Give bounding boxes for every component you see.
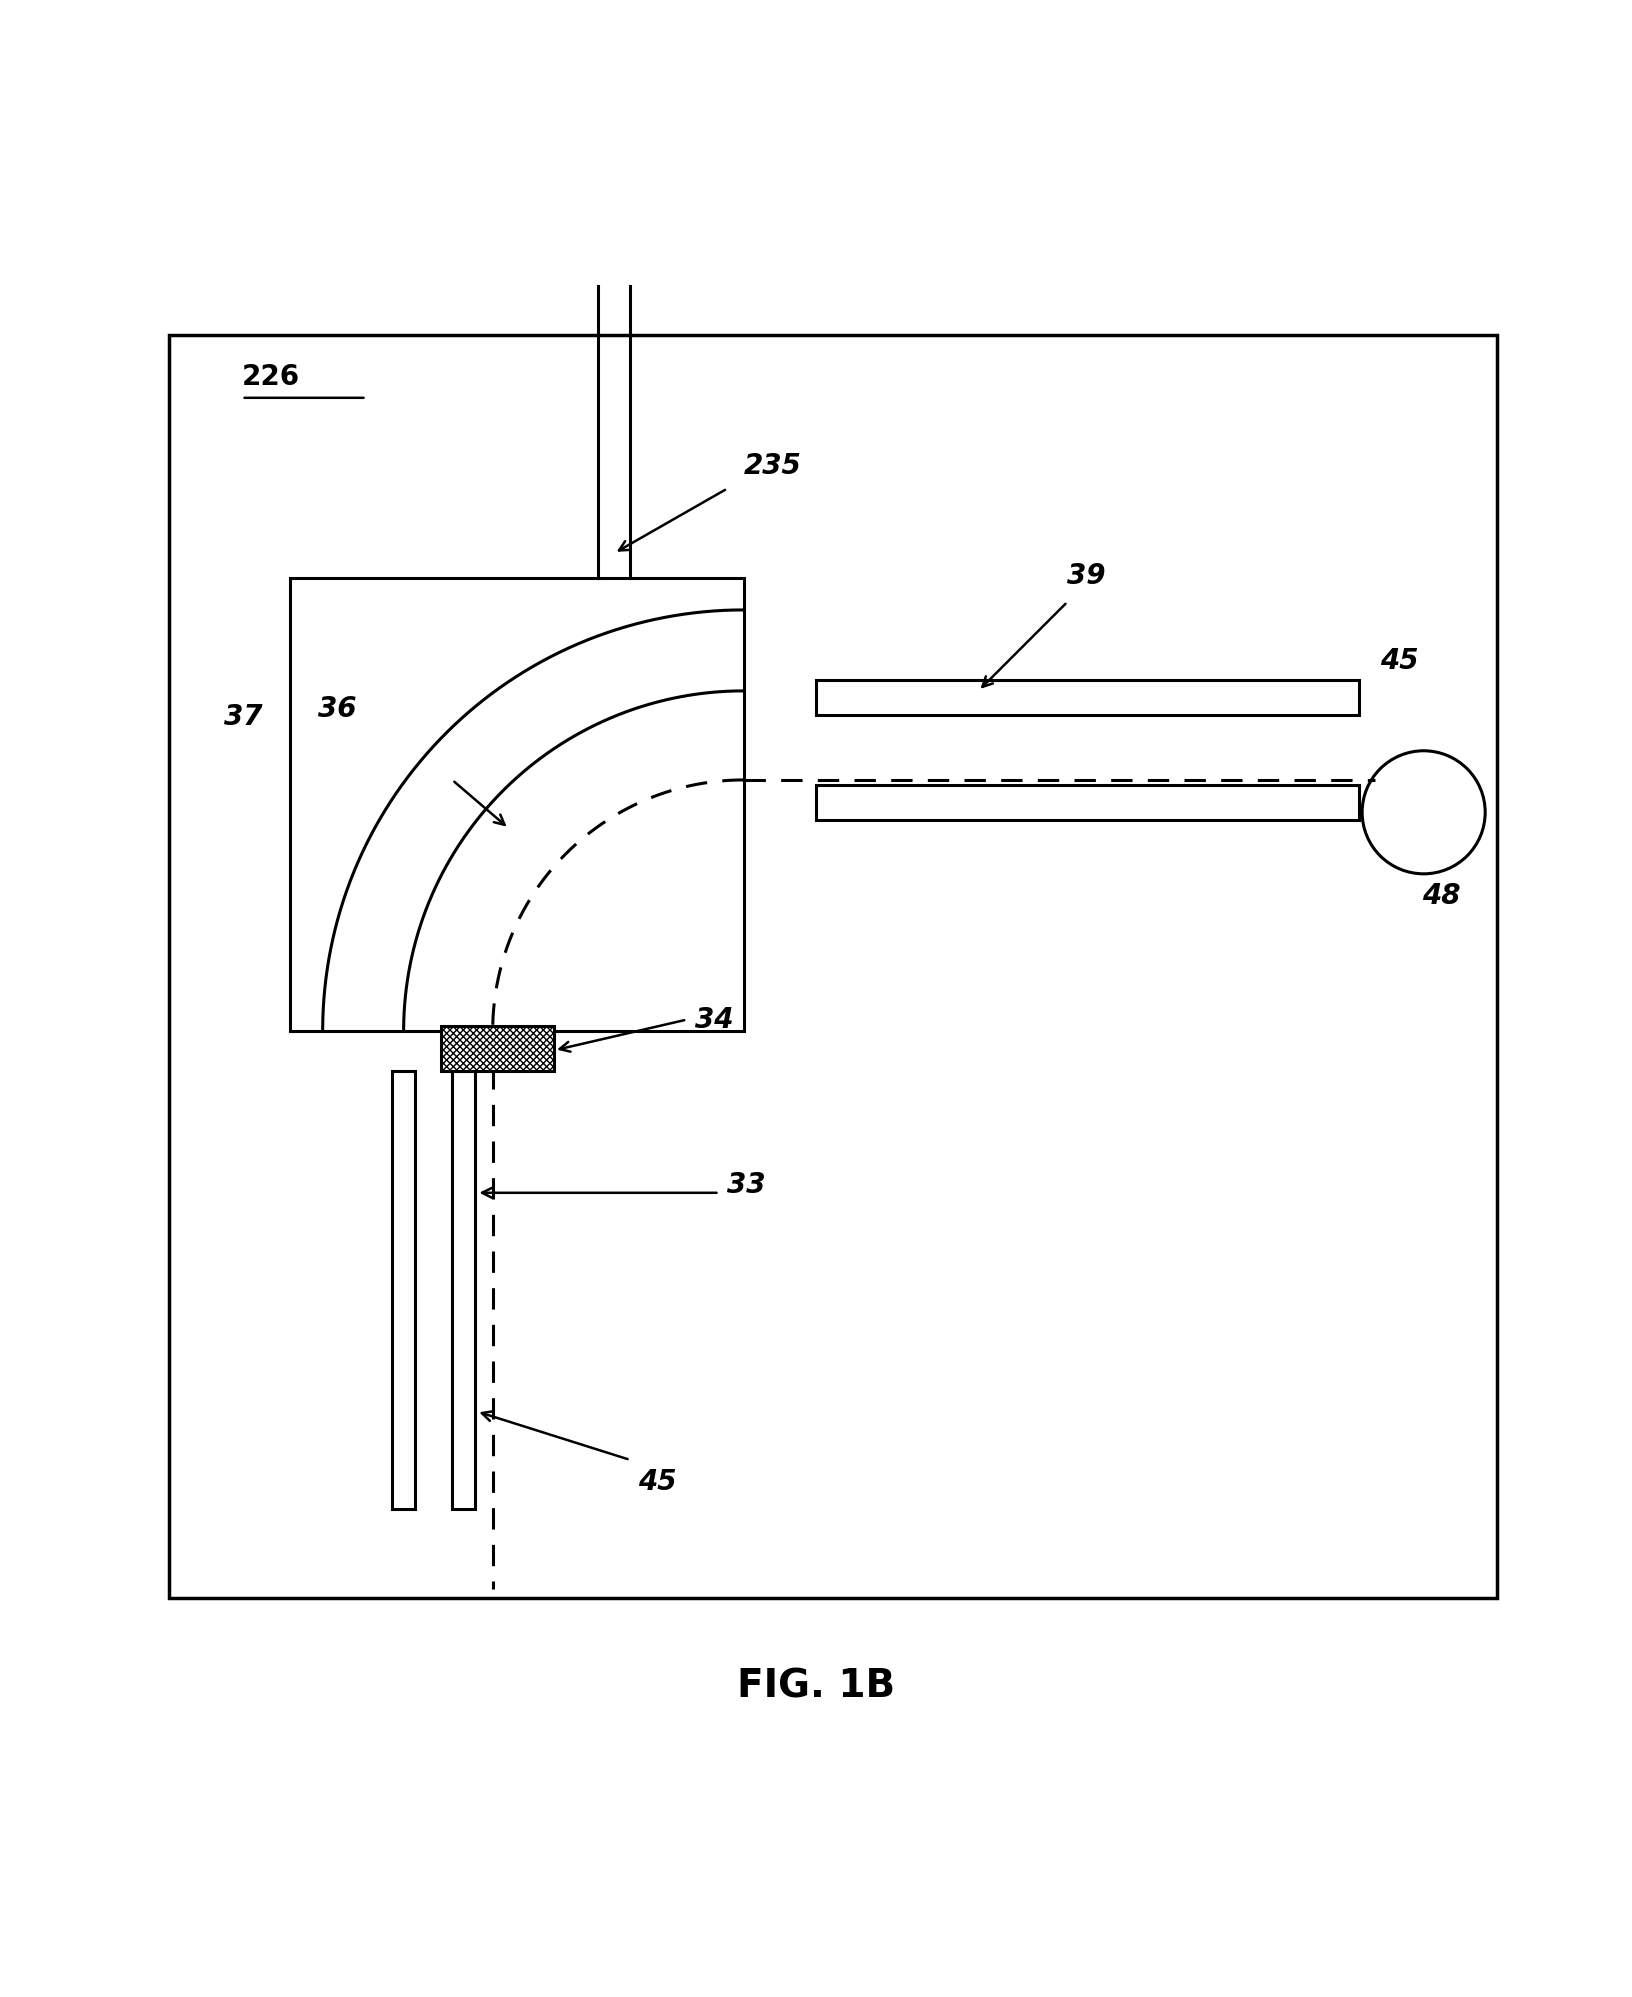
Bar (441, 1026, 553, 1070)
Text: 36: 36 (318, 695, 356, 723)
Text: FIG. 1B: FIG. 1B (738, 1667, 894, 1705)
Text: 34: 34 (695, 1006, 733, 1034)
Bar (168, 335, 1495, 1598)
Text: 226: 226 (242, 363, 300, 391)
Bar (290, 577, 743, 1030)
Text: 48: 48 (1421, 883, 1459, 911)
Bar (816, 785, 1358, 821)
Bar (816, 679, 1358, 715)
Text: 33: 33 (726, 1170, 765, 1198)
Text: 45: 45 (1379, 647, 1418, 675)
Text: 39: 39 (1067, 563, 1105, 591)
Text: 37: 37 (224, 703, 263, 731)
Text: 235: 235 (743, 453, 801, 481)
Text: 45: 45 (638, 1468, 677, 1496)
Bar (392, 1070, 415, 1508)
Bar (452, 1070, 475, 1508)
